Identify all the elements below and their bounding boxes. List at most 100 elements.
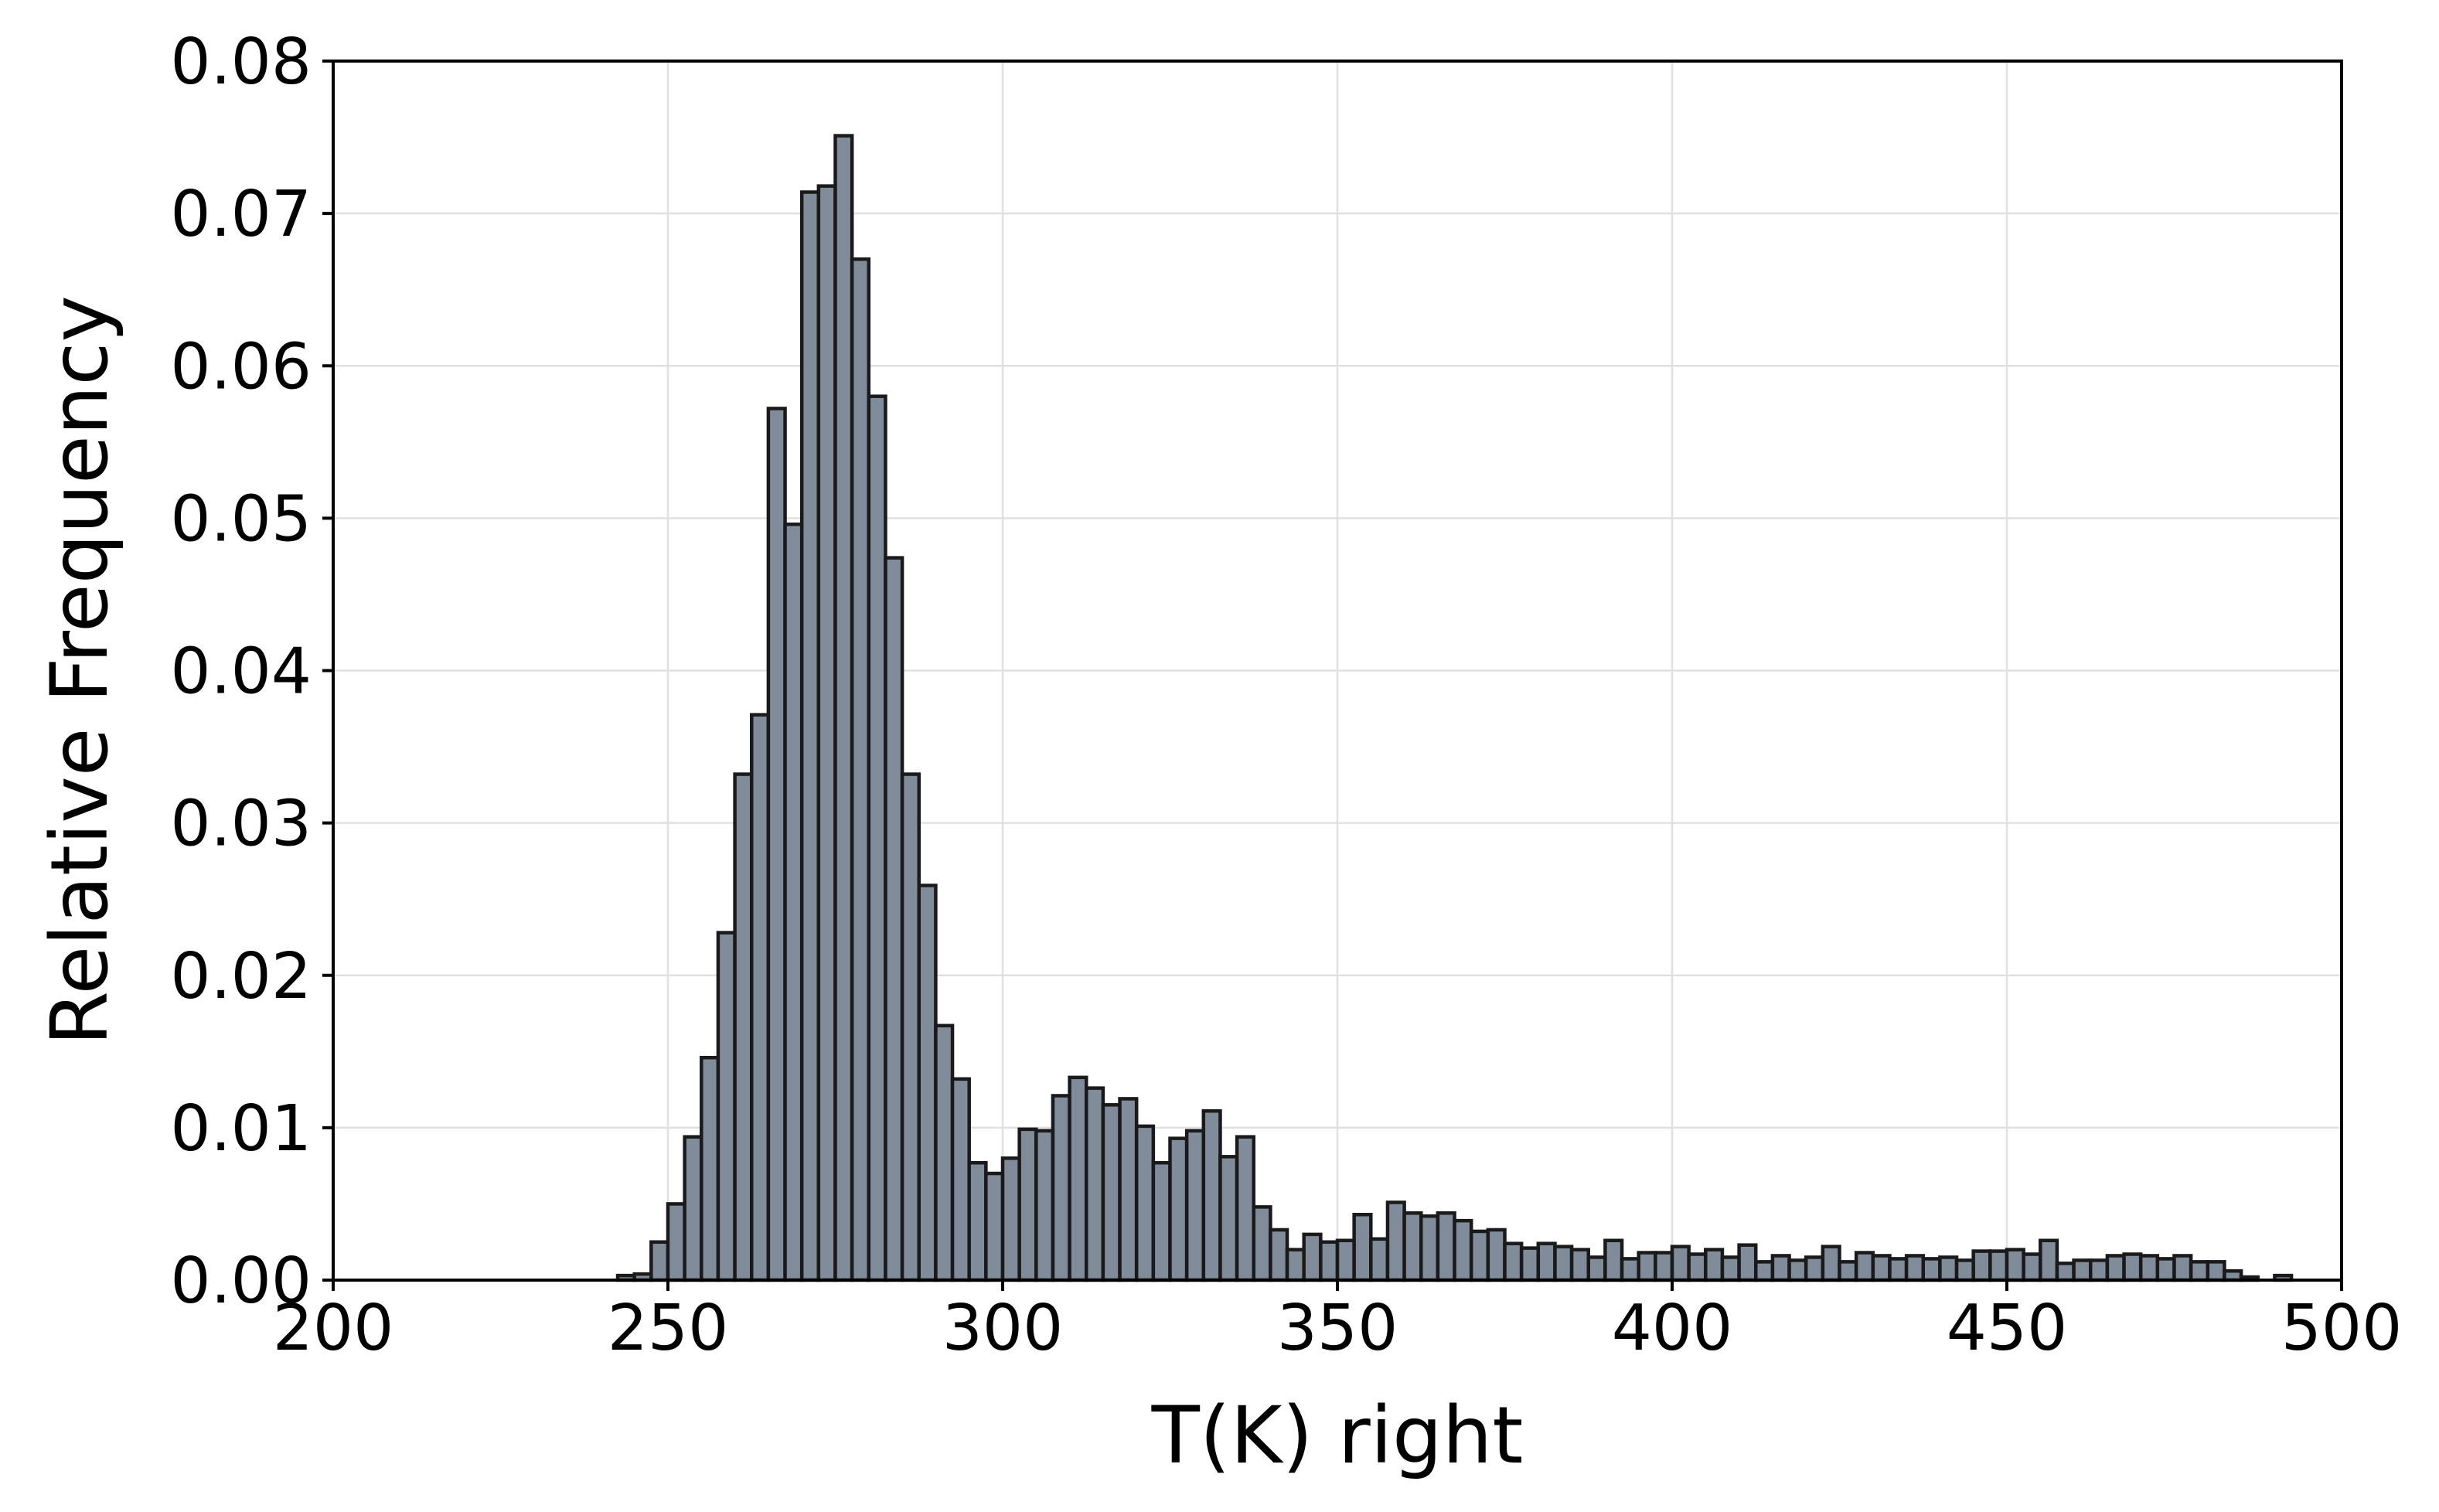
x-tick-label: 350 bbox=[1277, 1292, 1398, 1365]
histogram-bar bbox=[1252, 1205, 1272, 1282]
histogram-bar bbox=[1971, 1249, 1992, 1282]
histogram-bar bbox=[1888, 1257, 1909, 1282]
histogram-bar bbox=[1486, 1228, 1507, 1282]
histogram-bar bbox=[1670, 1245, 1691, 1282]
histogram-bar bbox=[967, 1160, 988, 1282]
histogram-bar bbox=[1586, 1255, 1607, 1282]
histogram-bar bbox=[1302, 1232, 1323, 1282]
histogram-bar bbox=[2138, 1254, 2160, 1282]
histogram-bar bbox=[1269, 1228, 1289, 1282]
histogram-bar bbox=[1804, 1255, 1825, 1282]
histogram-bar bbox=[867, 394, 887, 1282]
histogram-bar bbox=[850, 257, 871, 1282]
histogram-bar bbox=[2122, 1252, 2143, 1282]
x-tick-label: 300 bbox=[942, 1292, 1064, 1365]
histogram-bar bbox=[716, 931, 737, 1282]
histogram-bar bbox=[1436, 1211, 1456, 1282]
histogram-bar bbox=[984, 1171, 1005, 1282]
histogram-bar bbox=[2172, 1254, 2193, 1282]
x-tick-label: 500 bbox=[2281, 1292, 2403, 1365]
histogram-bar bbox=[1168, 1136, 1189, 1282]
histogram-bar bbox=[2055, 1262, 2076, 1282]
histogram-bar bbox=[1068, 1075, 1088, 1282]
histogram-bar bbox=[1854, 1251, 1875, 1282]
histogram-bar bbox=[750, 713, 771, 1282]
histogram-bar bbox=[783, 523, 804, 1282]
histogram-bar bbox=[733, 772, 754, 1282]
histogram-bar bbox=[1569, 1248, 1590, 1282]
histogram-bar bbox=[1352, 1212, 1373, 1282]
histogram-bar bbox=[1770, 1254, 1791, 1282]
axis-ticks: 200 250 300 350 400 450 500 0.00 0.01 0.02 0.03 0.0… bbox=[170, 26, 2402, 1365]
histogram-bars bbox=[615, 134, 2294, 1282]
histogram-bar bbox=[1754, 1260, 1775, 1282]
histogram-bar bbox=[900, 772, 921, 1282]
histogram-bar bbox=[1201, 1108, 1222, 1282]
histogram-bar bbox=[816, 184, 837, 1282]
histogram-bar bbox=[1821, 1245, 1841, 1282]
histogram-bar bbox=[649, 1240, 670, 1282]
histogram-bar bbox=[1988, 1249, 2009, 1282]
histogram-bar bbox=[1235, 1135, 1255, 1282]
histogram-bar bbox=[1871, 1254, 1892, 1282]
histogram-bar bbox=[1101, 1103, 1122, 1282]
y-tick-label: 0.07 bbox=[170, 178, 312, 251]
histogram-bar bbox=[1787, 1258, 1808, 1282]
histogram-bar bbox=[683, 1135, 703, 1282]
histogram-bar bbox=[1720, 1255, 1741, 1282]
histogram-bar bbox=[1369, 1237, 1390, 1282]
histogram-bar bbox=[1553, 1245, 1574, 1282]
histogram-bar bbox=[884, 556, 904, 1282]
histogram-bar bbox=[934, 1023, 955, 1282]
histogram-bar bbox=[1184, 1129, 1206, 1282]
histogram-bar bbox=[2206, 1260, 2226, 1282]
y-tick-label: 0.08 bbox=[170, 26, 312, 99]
histogram-bar bbox=[1838, 1260, 1858, 1282]
histogram-bar bbox=[2022, 1252, 2042, 1282]
histogram-bar bbox=[833, 134, 854, 1282]
x-tick-label: 200 bbox=[273, 1292, 394, 1365]
histogram-bar bbox=[1704, 1248, 1725, 1282]
histogram-bar bbox=[1603, 1238, 1624, 1282]
histogram-bar bbox=[1000, 1156, 1021, 1282]
histogram-bar bbox=[1503, 1241, 1524, 1282]
histogram-bar bbox=[1737, 1243, 1758, 1282]
x-axis-label: T(K) right bbox=[1151, 1390, 1524, 1482]
histogram-bar bbox=[1118, 1097, 1139, 1282]
histogram-bar bbox=[1536, 1241, 1557, 1282]
histogram-bar bbox=[1954, 1258, 1975, 1282]
histogram-bar bbox=[2155, 1257, 2176, 1282]
grid-lines bbox=[332, 60, 2343, 1282]
histogram-bar bbox=[666, 1202, 686, 1282]
histogram-bar bbox=[1335, 1238, 1356, 1282]
y-axis-label: Relative Frequency bbox=[34, 295, 126, 1046]
histogram-bar bbox=[766, 407, 787, 1282]
histogram-bar bbox=[2105, 1254, 2126, 1282]
y-tick-label: 0.06 bbox=[170, 330, 312, 404]
y-tick-label: 0.02 bbox=[170, 940, 312, 1013]
histogram-bar bbox=[1654, 1251, 1674, 1282]
histogram-bar bbox=[2005, 1248, 2025, 1282]
histogram-bar bbox=[1921, 1257, 1942, 1282]
histogram-bar bbox=[1085, 1086, 1105, 1282]
x-tick-label: 400 bbox=[1612, 1292, 1733, 1365]
histogram-bar bbox=[950, 1077, 971, 1282]
histogram-bar bbox=[1453, 1218, 1473, 1282]
histogram-bar bbox=[1385, 1200, 1406, 1282]
histogram-bar bbox=[1620, 1257, 1640, 1282]
histogram-bar bbox=[1419, 1214, 1440, 1282]
histogram-bar bbox=[1319, 1240, 1340, 1282]
y-tick-label: 0.01 bbox=[170, 1092, 312, 1166]
histogram-bar bbox=[700, 1055, 720, 1282]
histogram-bar bbox=[1687, 1252, 1708, 1282]
histogram-bar bbox=[1151, 1160, 1172, 1282]
histogram-bar bbox=[1285, 1248, 1306, 1282]
histogram-bar bbox=[1218, 1155, 1239, 1282]
histogram-bar bbox=[1134, 1124, 1156, 1282]
y-tick-label: 0.00 bbox=[170, 1245, 312, 1318]
histogram-bar bbox=[1017, 1127, 1038, 1282]
y-tick-label: 0.05 bbox=[170, 482, 312, 556]
